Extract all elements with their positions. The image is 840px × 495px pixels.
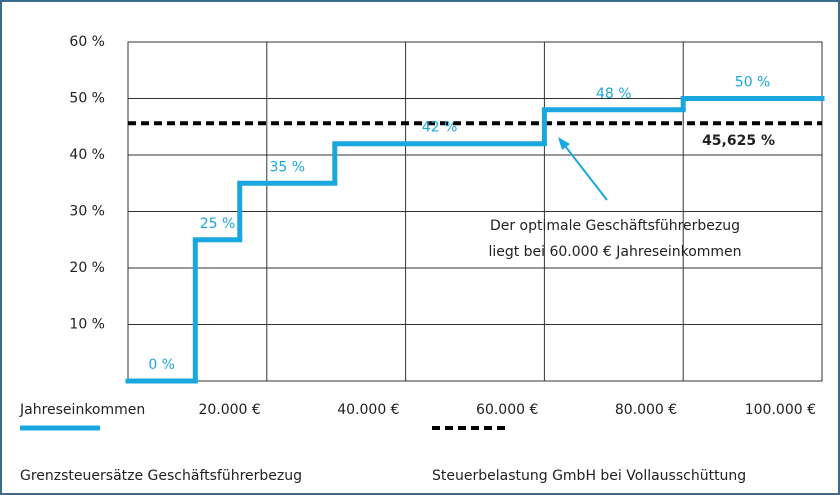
y-tick-label: 10 % <box>69 317 105 333</box>
y-tick-label: 40 % <box>69 147 105 163</box>
y-tick-label: 20 % <box>69 260 105 276</box>
annotation: liegt bei 60.000 € Jahreseinkommen <box>488 244 741 260</box>
x-tick-label: 100.000 € <box>745 402 816 418</box>
legend-label: Steuerbelastung GmbH bei Vollausschüttun… <box>432 468 746 484</box>
x-tick-label: 40.000 € <box>337 402 399 418</box>
y-tick-label: 30 % <box>69 204 105 220</box>
value-label: 25 % <box>200 216 236 232</box>
value-label: 35 % <box>269 159 305 175</box>
value-label: 0 % <box>148 357 175 373</box>
x-tick-label: 60.000 € <box>476 402 538 418</box>
value-label: 42 % <box>422 120 458 136</box>
reference-label: 45,625 % <box>702 133 775 149</box>
value-label: 48 % <box>596 86 632 102</box>
x-tick-label: 20.000 € <box>198 402 260 418</box>
x-tick-label: 80.000 € <box>615 402 677 418</box>
legend-label: Grenzsteuersätze Geschäftsführerbezug <box>20 468 302 484</box>
y-tick-label: 60 % <box>69 34 105 50</box>
annotation: Der optimale Geschäftsführerbezug <box>490 218 740 234</box>
value-label: 50 % <box>735 75 771 91</box>
y-tick-label: 50 % <box>69 91 105 107</box>
x-axis-label: Jahreseinkommen <box>19 402 145 418</box>
annotation-arrow <box>561 141 608 201</box>
arrow-head <box>558 137 570 150</box>
